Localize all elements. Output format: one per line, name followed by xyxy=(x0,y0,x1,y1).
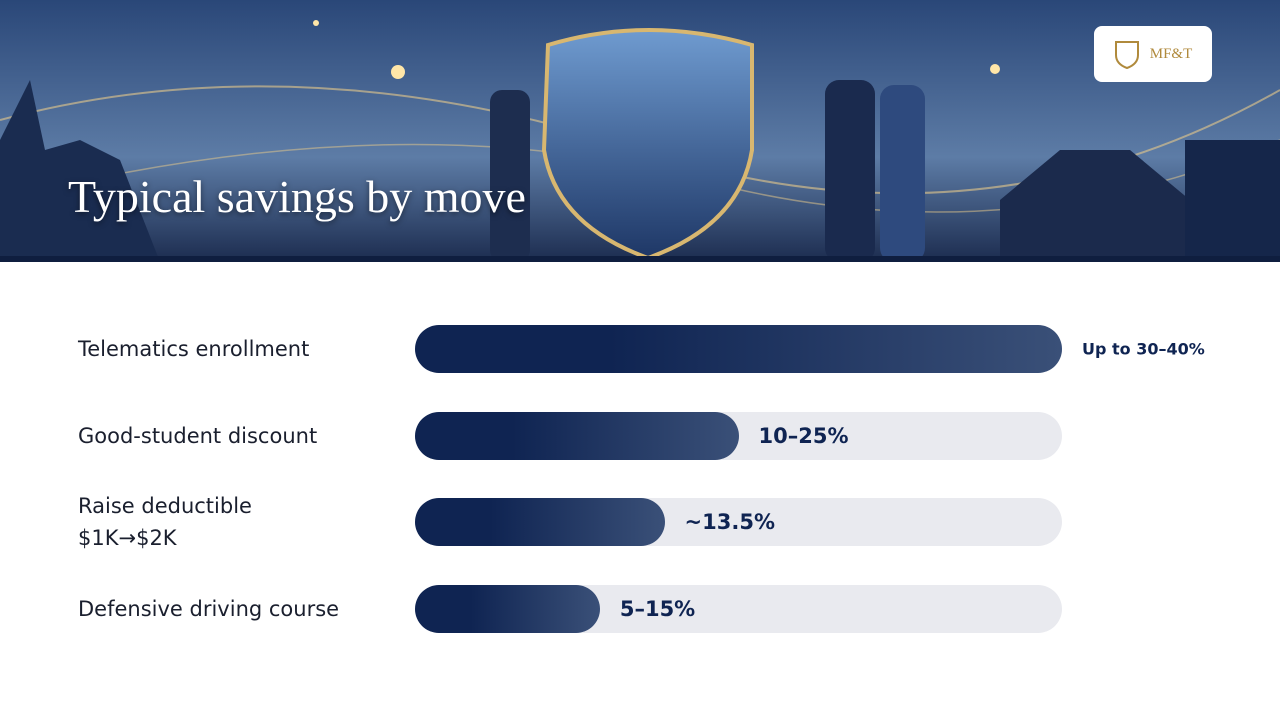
value-label: ~13.5% xyxy=(684,510,775,534)
bar xyxy=(415,325,1062,373)
bar xyxy=(415,585,600,633)
value-label: 5–15% xyxy=(619,597,696,621)
category-label: Raise deductible $1K→$2K xyxy=(78,494,252,550)
logo-text: MF&T xyxy=(1149,45,1193,62)
bar xyxy=(415,498,665,546)
category-label: Defensive driving course xyxy=(78,597,340,621)
bar xyxy=(415,412,739,460)
logo-crest xyxy=(1114,41,1139,69)
category-label: Good-student discount xyxy=(78,424,318,448)
chart: Telematics enrollment Up to 30–40% Good-st… xyxy=(0,262,1280,720)
value-label: Up to 30–40% xyxy=(1082,339,1205,359)
banner-image xyxy=(0,0,1280,262)
logo: MF&T xyxy=(1094,26,1212,82)
value-label: 10–25% xyxy=(758,424,849,448)
title: Typical savings by move xyxy=(68,171,526,222)
category-label: Telematics enrollment xyxy=(78,337,310,361)
